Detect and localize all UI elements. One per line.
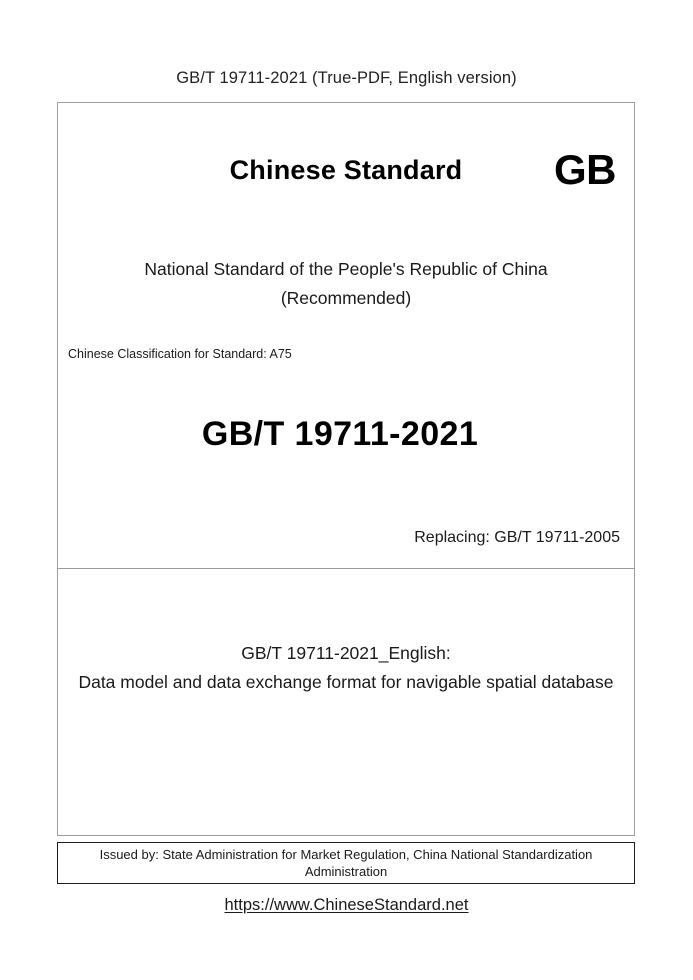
source-website-link[interactable]: https://www.ChineseStandard.net <box>224 896 469 914</box>
national-standard-line-1: National Standard of the People's Republ… <box>144 259 548 279</box>
national-standard-line-2: (Recommended) <box>280 288 412 308</box>
page-caption: GB/T 19711-2021 (True-PDF, English versi… <box>176 69 517 87</box>
document-title-line-1: GB/T 19711-2021_English: <box>241 643 451 663</box>
classification-code: Chinese Classification for Standard: A75 <box>68 347 292 361</box>
national-standard-block: National Standard of the People's Republ… <box>78 255 614 313</box>
replacing-standard: Replacing: GB/T 19711-2005 <box>414 529 620 546</box>
cover-lower-section: GB/T 19711-2021_English: Data model and … <box>58 570 634 835</box>
document-title-line-2: Data model and data exchange format for … <box>78 672 614 692</box>
issued-by-box: Issued by: State Administration for Mark… <box>57 842 635 884</box>
cover-frame: Chinese Standard GB National Standard of… <box>57 102 635 836</box>
standard-number: GB/T 19711-2021 <box>201 415 479 453</box>
chinese-standard-heading: Chinese Standard <box>229 155 463 185</box>
document-title-block: GB/T 19711-2021_English: Data model and … <box>72 639 620 697</box>
gb-logo-mark: GB <box>554 146 617 193</box>
cover-upper-section: Chinese Standard GB National Standard of… <box>58 103 634 569</box>
issued-by-text: Issued by: State Administration for Mark… <box>99 847 593 879</box>
standard-heading-row: Chinese Standard GB <box>58 147 634 201</box>
